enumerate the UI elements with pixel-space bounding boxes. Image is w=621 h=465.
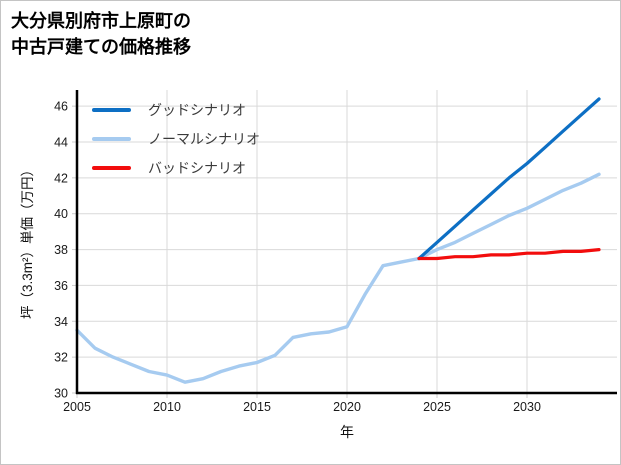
normal-scenario-line-icon: [92, 136, 131, 141]
x-tick-label: 2005: [63, 400, 91, 414]
legend-item-normal-scenario: ノーマルシナリオ: [92, 124, 260, 153]
series-line-bad-scenario: [417, 248, 601, 261]
y-axis-label: 坪（3.3m²）単価（万円）: [20, 162, 35, 320]
x-tick-label: 2020: [333, 400, 361, 414]
good-scenario-line-icon: [92, 107, 131, 112]
y-tick-label: 40: [54, 207, 68, 221]
x-axis-label: 年: [340, 424, 354, 440]
y-tick-label: 46: [54, 100, 68, 114]
y-tick-label: 34: [54, 315, 68, 329]
legend-label-normal: ノーマルシナリオ: [148, 130, 260, 147]
series-line-normal-scenario: [75, 172, 601, 384]
legend-label-bad: バッドシナリオ: [148, 159, 246, 176]
y-tick-label: 44: [54, 135, 68, 149]
legend-label-good: グッドシナリオ: [148, 101, 246, 118]
bad-scenario-line-icon: [92, 165, 131, 170]
x-tick-label: 2015: [243, 400, 271, 414]
legend-item-good-scenario: グッドシナリオ: [92, 95, 260, 124]
chart-title-line2: 中古戸建ての価格推移: [11, 37, 191, 57]
y-tick-label: 36: [54, 279, 68, 293]
y-tick-label: 32: [54, 351, 68, 365]
chart-title-line1: 大分県別府市上原町の: [11, 11, 191, 31]
x-tick-label: 2010: [153, 400, 181, 414]
legend-item-bad-scenario: バッドシナリオ: [92, 153, 260, 182]
y-tick-label: 30: [54, 387, 68, 401]
x-tick-label: 2030: [513, 400, 541, 414]
y-tick-label: 42: [54, 171, 68, 185]
y-tick-label: 38: [54, 243, 68, 257]
chart-legend: グッドシナリオ ノーマルシナリオ バッドシナリオ: [92, 95, 260, 182]
chart-title: 大分県別府市上原町の 中古戸建ての価格推移: [11, 8, 191, 60]
x-tick-label: 2025: [423, 400, 451, 414]
series-line-good-scenario: [417, 97, 601, 261]
